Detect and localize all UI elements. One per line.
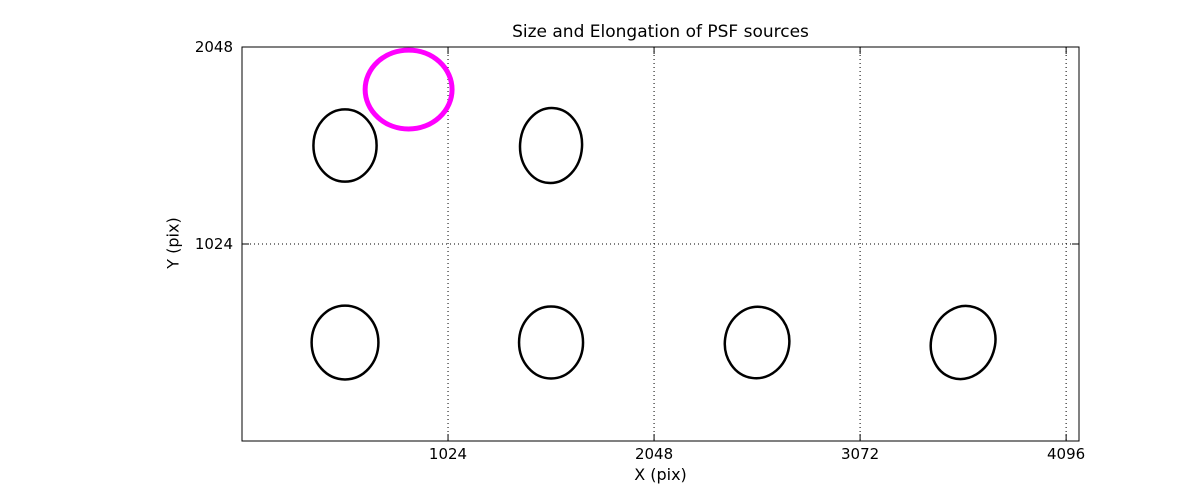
psf-ellipse-highlighted	[362, 47, 455, 132]
psf-ellipse	[312, 108, 378, 183]
psf-ellipse	[310, 304, 380, 381]
y-tick-label: 1024	[195, 235, 233, 253]
chart-title: Size and Elongation of PSF sources	[512, 22, 809, 42]
x-tick-label: 4096	[1047, 445, 1085, 463]
psf-ellipse	[518, 106, 584, 185]
x-axis-label: X (pix)	[634, 465, 687, 484]
psf-ellipse	[929, 304, 997, 381]
x-tick-label: 3072	[841, 445, 879, 463]
psf-ellipse	[723, 305, 791, 380]
y-tick-label: 2048	[195, 38, 233, 56]
psf-ellipse	[517, 305, 585, 380]
plot-frame	[241, 46, 1080, 442]
y-axis-label: Y (pix)	[163, 217, 183, 269]
x-tick-label: 1024	[429, 445, 467, 463]
x-tick-label: 2048	[635, 445, 673, 463]
